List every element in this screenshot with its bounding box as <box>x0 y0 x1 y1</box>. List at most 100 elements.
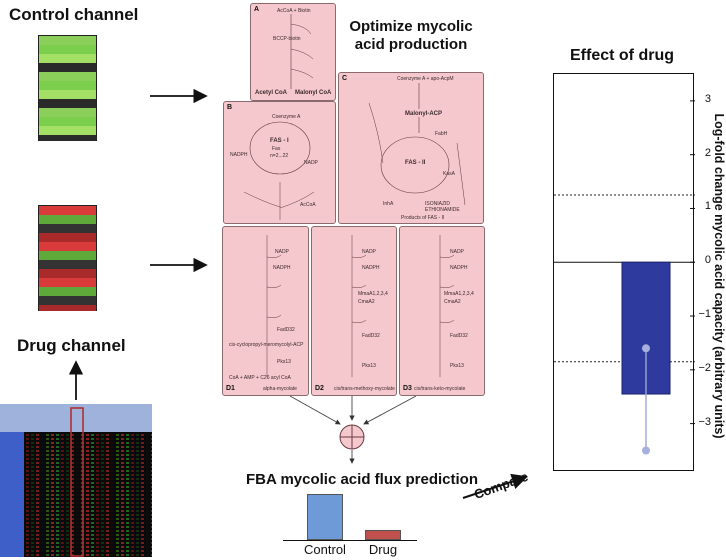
microarray-cell <box>71 490 74 492</box>
microarray-cell <box>26 478 29 480</box>
microarray-cell <box>146 454 149 456</box>
microarray-cell <box>136 550 139 552</box>
microarray-cell <box>86 446 89 448</box>
heatmap-row <box>39 48 96 51</box>
microarray-cell <box>121 494 124 496</box>
microarray-cell <box>121 466 124 468</box>
heatmap-row <box>39 102 96 105</box>
microarray-cell <box>41 446 44 448</box>
microarray-cell <box>131 462 134 464</box>
microarray-cell <box>116 434 119 436</box>
microarray-cell <box>51 454 54 456</box>
microarray-cell <box>91 542 94 544</box>
microarray-cell <box>106 482 109 484</box>
heatmap-row <box>39 284 96 287</box>
microarray-cell <box>76 506 79 508</box>
microarray-cell <box>41 466 44 468</box>
microarray-cell <box>126 502 129 504</box>
microarray-cell <box>151 554 152 556</box>
microarray-cell <box>51 446 54 448</box>
heatmap-row <box>39 299 96 302</box>
panel-c-text-3: FAS - II <box>405 160 426 166</box>
microarray-cell <box>76 534 79 536</box>
microarray-cell <box>96 554 99 556</box>
microarray-cell <box>136 474 139 476</box>
microarray-cell <box>106 518 109 520</box>
microarray-image <box>0 404 152 557</box>
microarray-cell <box>151 550 152 552</box>
microarray-cell <box>96 450 99 452</box>
microarray-cell <box>66 478 69 480</box>
microarray-cell <box>31 538 34 540</box>
microarray-cell <box>126 450 129 452</box>
microarray-cell <box>96 446 99 448</box>
effect-title: Effect of drug <box>570 47 674 64</box>
microarray-cell <box>131 530 134 532</box>
microarray-cell <box>46 514 49 516</box>
microarray-cell <box>146 554 149 556</box>
microarray-cell <box>151 470 152 472</box>
microarray-cell <box>141 554 144 556</box>
microarray-cell <box>126 494 129 496</box>
panel-d1-text-4: Pks13 <box>277 359 291 365</box>
microarray-cell <box>36 478 39 480</box>
microarray-cell <box>31 438 34 440</box>
microarray-cell <box>136 502 139 504</box>
microarray-cell <box>136 438 139 440</box>
microarray-cell <box>106 434 109 436</box>
microarray-cell <box>136 506 139 508</box>
heatmap-row <box>39 93 96 96</box>
microarray-cell <box>76 550 79 552</box>
microarray-cell <box>116 506 119 508</box>
microarray-cell <box>36 474 39 476</box>
microarray-cell <box>136 546 139 548</box>
microarray-cell <box>76 514 79 516</box>
panel-d2-text-2: NADPH <box>362 265 380 271</box>
microarray-cell <box>46 502 49 504</box>
microarray-cell <box>101 526 104 528</box>
microarray-cell <box>86 482 89 484</box>
microarray-cell <box>131 542 134 544</box>
microarray-cell <box>51 458 54 460</box>
microarray-cell <box>86 538 89 540</box>
microarray-cell <box>111 470 114 472</box>
microarray-cell <box>46 462 49 464</box>
heatmap-row <box>39 218 96 221</box>
heatmap-row <box>39 269 96 272</box>
microarray-cell <box>46 438 49 440</box>
microarray-cell <box>96 466 99 468</box>
microarray-cell <box>121 546 124 548</box>
microarray-cell <box>126 446 129 448</box>
microarray-cell <box>61 438 64 440</box>
microarray-cell <box>136 542 139 544</box>
microarray-cell <box>121 442 124 444</box>
microarray-cell <box>46 510 49 512</box>
microarray-cell <box>111 486 114 488</box>
microarray-cell <box>76 554 79 556</box>
microarray-cell <box>41 438 44 440</box>
heatmap-row <box>39 108 96 111</box>
microarray-cell <box>76 486 79 488</box>
microarray-cell <box>66 438 69 440</box>
heatmap-row <box>39 266 96 269</box>
microarray-cell <box>51 466 54 468</box>
microarray-cell <box>151 474 152 476</box>
heatmap-row <box>39 296 96 299</box>
microarray-cell <box>61 454 64 456</box>
microarray-cell <box>96 482 99 484</box>
microarray-cell <box>141 498 144 500</box>
microarray-cell <box>41 482 44 484</box>
microarray-cell <box>46 474 49 476</box>
effect-error-point-1 <box>642 446 650 455</box>
panel-b-text-5: NADPH <box>230 152 248 158</box>
microarray-cell <box>116 494 119 496</box>
microarray-cell <box>41 478 44 480</box>
microarray-cell <box>61 542 64 544</box>
microarray-cell <box>131 518 134 520</box>
microarray-cell <box>116 462 119 464</box>
heatmap-row <box>39 39 96 42</box>
microarray-cell <box>136 454 139 456</box>
microarray-cell <box>76 478 79 480</box>
microarray-cell <box>71 546 74 548</box>
microarray-cell <box>71 498 74 500</box>
